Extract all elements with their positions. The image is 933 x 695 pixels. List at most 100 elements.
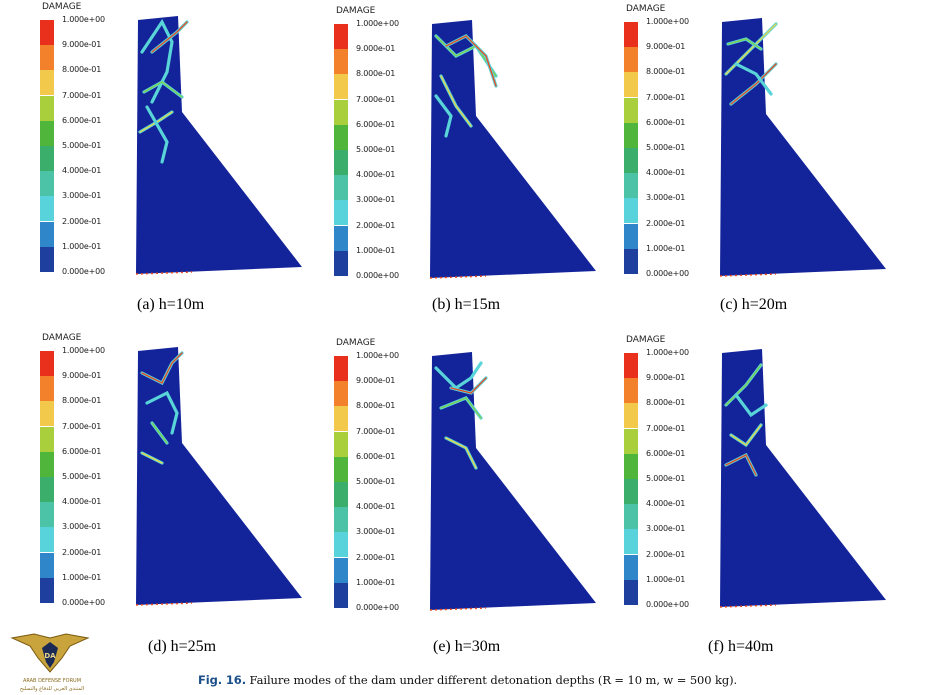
legend-swatch — [334, 175, 348, 201]
legend-swatch — [624, 479, 638, 504]
logo-line1: ARAB DEFENSE FORUM — [22, 678, 82, 684]
legend-tick-label: 3.000e-01 — [356, 527, 396, 537]
legend-tick-label: 9.000e-01 — [62, 371, 102, 381]
legend-tick-label: 3.000e-01 — [646, 524, 686, 534]
legend-tick-label: 0.000e+00 — [646, 269, 689, 278]
damage-crack-core — [725, 454, 757, 476]
damage-crack-core — [445, 437, 477, 469]
damage-crack-core — [440, 75, 472, 127]
legend-tick-label: 0.000e+00 — [356, 603, 399, 612]
legend-swatch — [334, 582, 348, 608]
legend-tick-label: 1.000e-01 — [356, 245, 396, 255]
panel-e: DAMAGE 1.000e+00 9.000e-01 8.000e-01 7.000e-… — [330, 338, 630, 658]
legend-swatch — [624, 428, 638, 454]
legend-swatch — [624, 248, 638, 274]
legend-swatch — [334, 124, 348, 150]
legend-swatch — [40, 426, 54, 452]
legend-tick-label: 1.000e-01 — [62, 572, 102, 582]
legend-tick-label: 2.000e-01 — [62, 547, 102, 557]
legend-swatch — [40, 401, 54, 427]
legend-tick-label: 8.000e-01 — [356, 69, 396, 79]
legend-swatch — [334, 381, 348, 407]
dam-section — [429, 20, 596, 279]
legend-title: DAMAGE — [42, 2, 82, 12]
legend-tick-label: 2.000e-01 — [356, 220, 396, 230]
legend-tick-label: 8.000e-01 — [356, 401, 396, 411]
legend-tick-label: 1.000e-01 — [62, 241, 102, 251]
legend-tick-label: 1.000e-01 — [646, 243, 686, 253]
figure-caption-text: Failure modes of the dam under different… — [249, 673, 738, 687]
damage-crack-core — [141, 352, 183, 384]
legend-swatch — [40, 20, 54, 45]
legend-tick-label: 2.000e-01 — [62, 216, 102, 226]
legend-swatch — [40, 45, 54, 71]
legend-tick-label: 9.000e-01 — [646, 373, 686, 383]
damage-crack-core — [735, 394, 767, 416]
legend-tick-label: 2.000e-01 — [646, 549, 686, 559]
legend-tick-label: 8.000e-01 — [62, 396, 102, 406]
dam-body — [136, 16, 302, 274]
legend-tick-label: 3.000e-01 — [356, 195, 396, 205]
legend-swatch — [40, 70, 54, 96]
panel-caption: (c) h=20m — [720, 296, 788, 313]
legend-title: DAMAGE — [42, 333, 82, 343]
logo-initials: DA — [44, 652, 56, 660]
panel-caption: (a) h=10m — [137, 296, 205, 313]
base-damage — [429, 275, 487, 279]
legend-tick-label: 0.000e+00 — [646, 600, 689, 609]
legend-swatch — [334, 507, 348, 533]
legend-tick-label: 4.000e-01 — [62, 166, 102, 176]
watermark-logo: DA ARAB DEFENSE FORUM المنتدى العربي للد… — [4, 632, 96, 694]
damage-crack-core — [725, 364, 762, 406]
legend-tick-label: 6.000e-01 — [646, 448, 686, 458]
legend-swatch — [334, 225, 348, 251]
legend-tick-label: 3.000e-01 — [62, 522, 102, 532]
legend-swatch — [624, 529, 638, 555]
legend-swatch — [624, 97, 638, 123]
logo-line2: المنتدى العربي للدفاع والتسليح — [19, 686, 85, 692]
panel-caption: (d) h=25m — [148, 638, 217, 655]
panel-c: DAMAGE 1.000e+00 9.000e-01 8.000e-01 7.000e-… — [620, 4, 920, 324]
legend-tick-label: 7.000e-01 — [62, 421, 102, 431]
legend-tick-label: 0.000e+00 — [356, 271, 399, 280]
dam-section — [429, 352, 596, 611]
legend-tick-label: 5.000e-01 — [356, 477, 396, 486]
legend-tick-label: 6.000e-01 — [356, 119, 396, 129]
panel-d: DAMAGE 1.000e+00 9.000e-01 8.000e-01 7.000e-… — [36, 333, 336, 653]
legend-swatch — [624, 403, 638, 429]
legend-tick-label: 3.000e-01 — [62, 191, 102, 201]
damage-crack-core — [143, 81, 183, 98]
legend-tick-label: 3.000e-01 — [646, 193, 686, 203]
legend-swatch — [624, 72, 638, 98]
legend-swatch — [624, 579, 638, 605]
legend-tick-label: 4.000e-01 — [356, 170, 396, 180]
legend-swatch — [334, 482, 348, 507]
legend-tick-label: 1.000e-01 — [356, 577, 396, 587]
legend-tick-label: 8.000e-01 — [646, 67, 686, 77]
damage-crack-core — [730, 63, 777, 105]
legend-tick-label: 7.000e-01 — [356, 426, 396, 436]
legend-swatch — [334, 24, 348, 49]
legend-swatch — [40, 527, 54, 553]
damage-crack-core — [450, 377, 487, 394]
legend-tick-label: 7.000e-01 — [62, 90, 102, 100]
legend-tick-label: 1.000e+00 — [646, 348, 689, 357]
legend-swatch — [334, 74, 348, 100]
damage-crack-core — [151, 422, 168, 444]
damage-crack-core — [146, 392, 178, 434]
eagle-emblem-icon: DA — [10, 633, 90, 673]
legend-swatch — [40, 171, 54, 197]
legend-swatch — [40, 477, 54, 502]
legend-tick-label: 4.000e-01 — [356, 502, 396, 512]
base-damage — [719, 604, 777, 608]
legend-swatch — [40, 221, 54, 247]
legend-swatch — [624, 453, 638, 479]
legend-tick-label: 6.000e-01 — [646, 117, 686, 127]
figure-caption: Fig. 16. Failure modes of the dam under … — [198, 673, 737, 687]
legend-swatch — [624, 554, 638, 580]
base-damage — [429, 607, 487, 611]
legend-swatch — [40, 246, 54, 272]
legend-swatch — [40, 196, 54, 222]
damage-crack-core — [435, 95, 452, 137]
legend-tick-label: 6.000e-01 — [356, 451, 396, 461]
